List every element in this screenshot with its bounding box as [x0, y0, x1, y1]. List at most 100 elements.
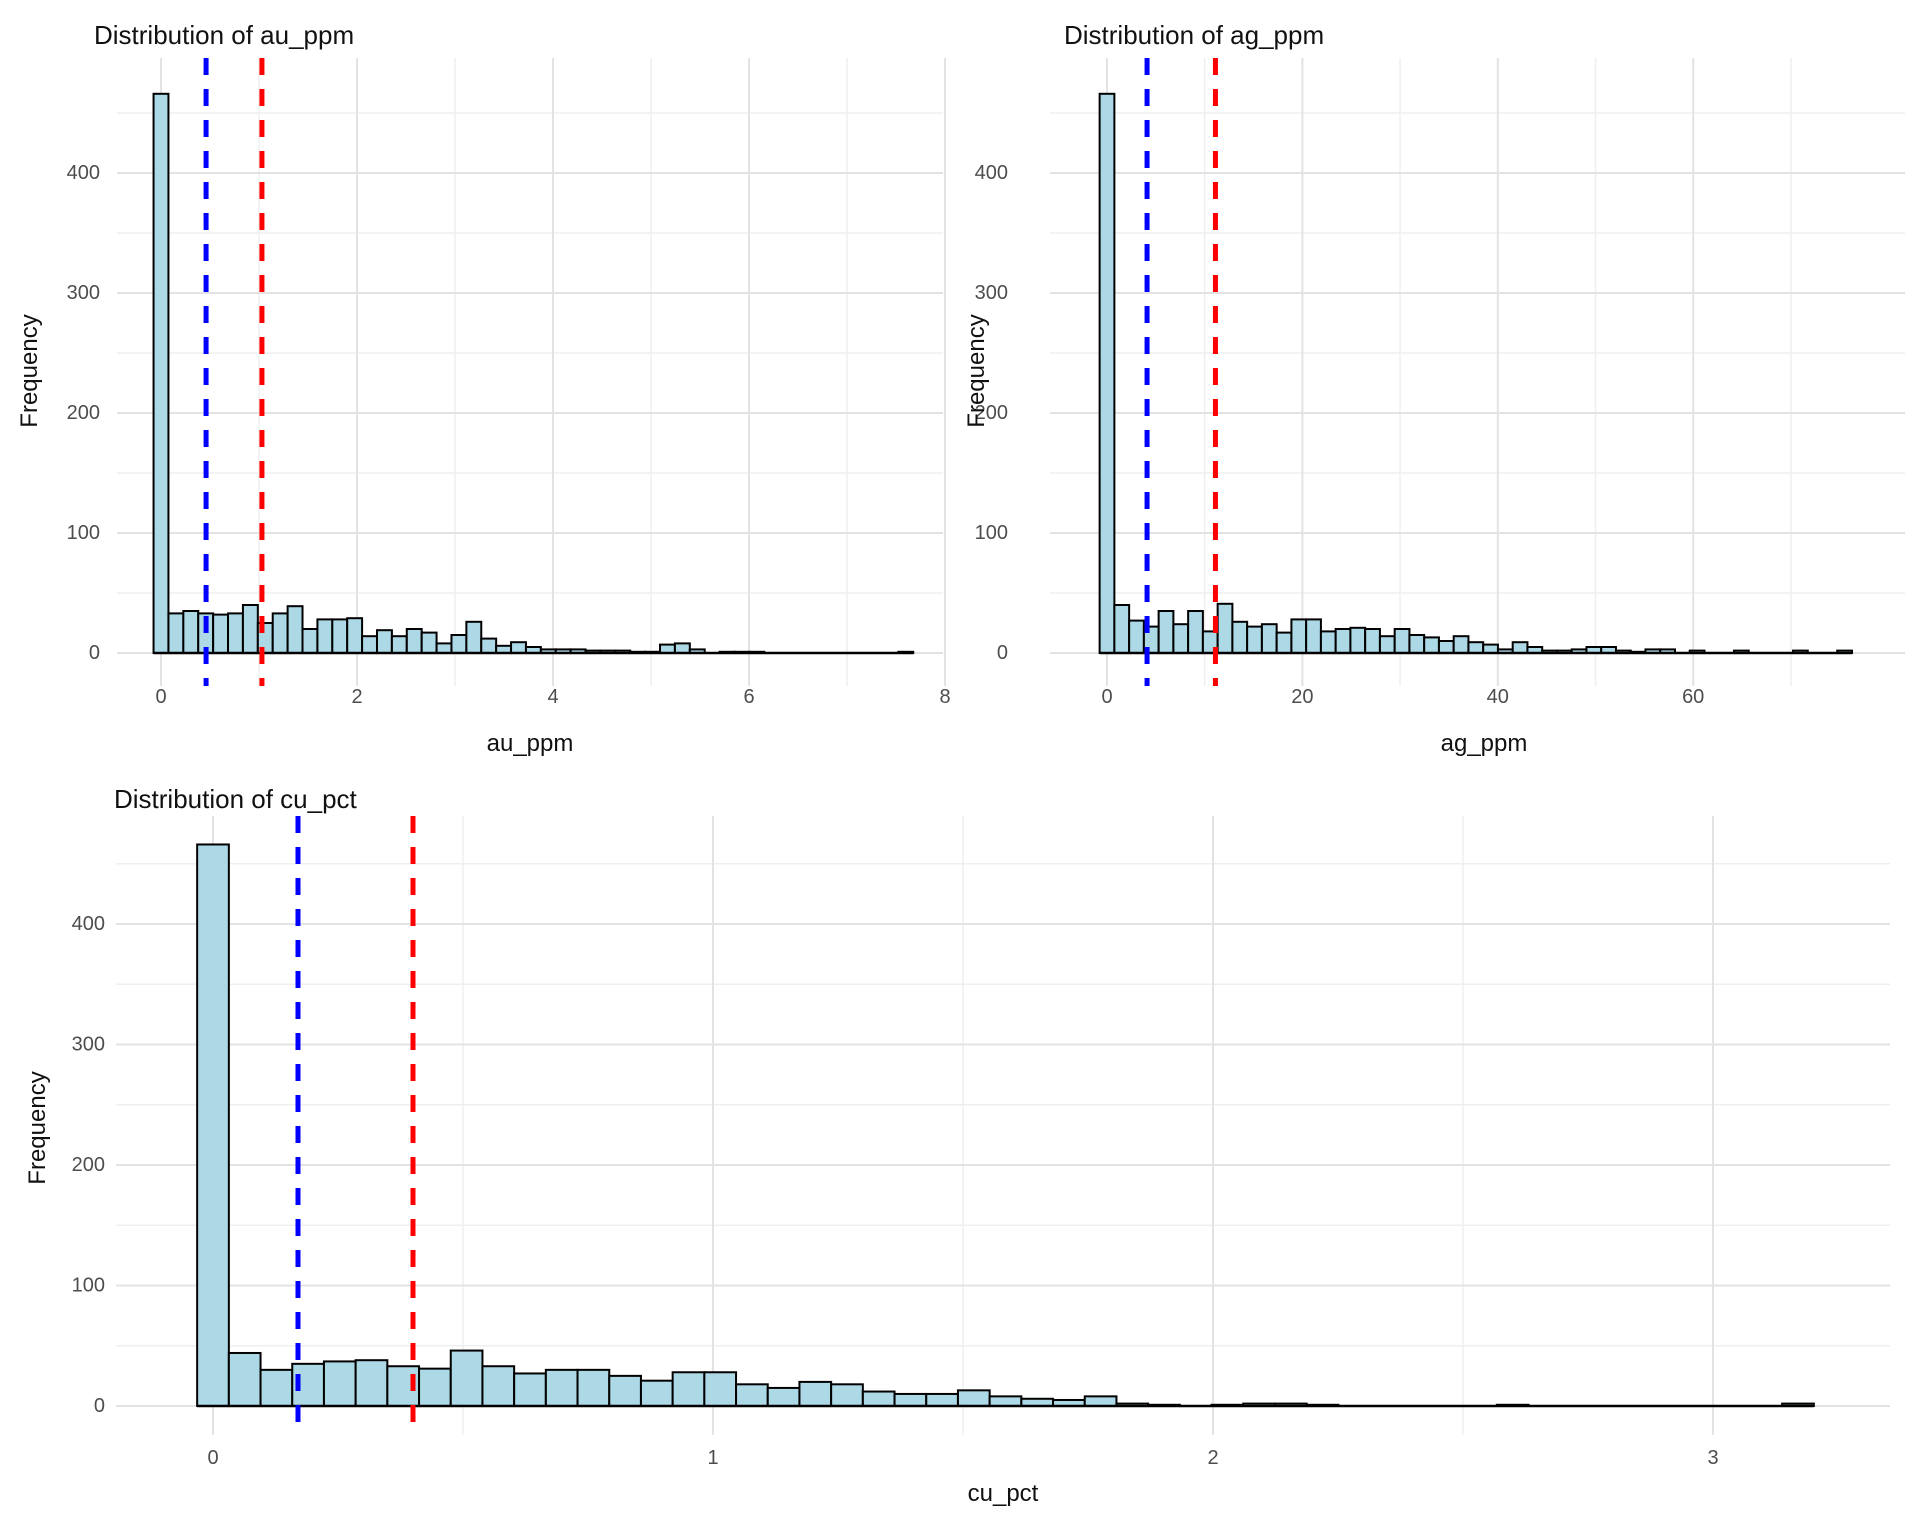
y-axis-title: Frequency	[16, 314, 43, 428]
histogram-bar	[196, 843, 230, 1408]
histogram-bar	[608, 1374, 642, 1407]
histogram-bar	[346, 617, 364, 655]
y-tick-label: 0	[89, 642, 100, 664]
histogram-bar	[1083, 1395, 1118, 1407]
histogram-bar	[1275, 631, 1293, 654]
chart-canvas-ag-ppm: 0 100 200 300 400 0 20 40 60	[975, 58, 1905, 708]
histogram-bar	[259, 1368, 294, 1407]
histogram-bar	[481, 1365, 516, 1407]
histogram-bar	[673, 642, 691, 655]
x-tick-label: 2	[1207, 1447, 1218, 1469]
histogram-bar	[1260, 623, 1278, 655]
histogram-bar	[1098, 92, 1116, 655]
histogram-bar	[956, 1389, 991, 1408]
histogram-bar	[182, 610, 200, 654]
histogram-bar	[435, 642, 453, 655]
x-tick-label: 20	[1291, 686, 1313, 708]
chart-canvas-au-ppm: 0 100 200 300 400 0 2 4 6 8	[67, 58, 951, 708]
histogram-bar	[861, 1390, 896, 1407]
x-tick-label: 1	[707, 1447, 718, 1469]
histogram-bar	[1423, 636, 1440, 655]
histogram-bar	[735, 1383, 769, 1407]
histogram-bar	[227, 612, 244, 655]
histogram-bar	[988, 1395, 1023, 1407]
histogram-bar	[1511, 641, 1529, 655]
histogram-bar	[212, 613, 230, 654]
histogram-bar	[1172, 623, 1190, 655]
histogram-bar	[798, 1380, 833, 1408]
histogram-bar	[227, 1351, 262, 1407]
x-tick-label: 8	[939, 686, 950, 708]
histogram-bar	[925, 1392, 959, 1408]
histogram-bar	[1290, 618, 1308, 655]
histogram-bar	[420, 631, 438, 654]
histogram-bar	[1334, 628, 1352, 654]
histogram-bar	[1113, 604, 1131, 654]
histogram-bar	[286, 605, 304, 655]
histogram-bar	[1378, 635, 1396, 655]
histogram-bar	[1364, 628, 1381, 654]
y-tick-label: 200	[72, 1154, 105, 1176]
x-tick-label: 4	[547, 686, 558, 708]
panel-cu-pct-histogram: 0 100 200 300 400 0 1 2 3 Distribution of cu_pct…	[0, 768, 1920, 1536]
histogram-bar	[375, 629, 393, 655]
y-axis-title: Frequency	[963, 314, 990, 428]
y-tick-label: 300	[975, 282, 1008, 304]
y-tick-label: 200	[975, 402, 1008, 424]
histogram-bar	[405, 628, 423, 654]
histogram-bar	[703, 1371, 738, 1408]
y-tick-label: 300	[67, 282, 100, 304]
y-tick-label: 100	[72, 1275, 105, 1297]
chart-title: Distribution of au_ppm	[94, 20, 355, 50]
histogram-bar	[322, 1360, 357, 1407]
panel-au-ppm-histogram: 0 100 200 300 400 0 2 4 6 8 Distribution of au_pp…	[0, 0, 960, 768]
histogram-bar	[659, 643, 676, 654]
y-tick-label: 400	[67, 162, 100, 184]
histogram-bar	[1408, 634, 1426, 654]
histogram-bar	[1187, 610, 1204, 654]
histogram-bar	[1231, 620, 1249, 654]
chart-title: Distribution of ag_ppm	[1064, 20, 1325, 50]
histogram-bar	[449, 1349, 484, 1408]
histogram-bar	[361, 635, 378, 655]
histogram-bar	[465, 620, 483, 654]
histogram-bar	[1482, 643, 1499, 654]
histogram-bar	[1319, 630, 1337, 655]
histogram-bar	[241, 604, 259, 654]
histogram-bar	[830, 1383, 864, 1407]
histogram-bar	[1349, 626, 1367, 654]
y-tick-label: 200	[67, 402, 100, 424]
panel-ag-ppm-histogram: 0 100 200 300 400 0 20 40 60 Distribution of ag_…	[960, 0, 1920, 768]
x-tick-label: 0	[155, 686, 166, 708]
y-axis-title: Frequency	[24, 1071, 51, 1185]
y-tick-label: 0	[997, 642, 1008, 664]
x-tick-label: 6	[743, 686, 754, 708]
histogram-bar	[354, 1359, 389, 1408]
histogram-bar	[450, 634, 468, 654]
x-tick-label: 0	[207, 1447, 218, 1469]
histogram-bar	[316, 618, 334, 655]
x-axis-title: au_ppm	[486, 730, 574, 757]
histogram-bar	[331, 618, 349, 655]
x-tick-label: 40	[1487, 686, 1509, 708]
y-tick-label: 0	[94, 1395, 105, 1417]
x-tick-label: 3	[1707, 1447, 1718, 1469]
x-axis-title: cu_pct	[967, 1480, 1039, 1507]
histogram-bar	[766, 1386, 801, 1407]
y-tick-label: 100	[67, 522, 100, 544]
histogram-bar	[1452, 635, 1470, 655]
histogram-bar	[1157, 610, 1175, 654]
y-tick-label: 100	[975, 522, 1008, 544]
y-tick-label: 400	[72, 913, 105, 935]
histogram-bar	[167, 612, 185, 655]
x-tick-label: 0	[1101, 686, 1112, 708]
histogram-bar	[301, 628, 319, 654]
histogram-bar	[893, 1392, 928, 1408]
histogram-bar	[418, 1367, 452, 1408]
histogram-bar	[1305, 618, 1322, 655]
histogram-bar	[1437, 640, 1455, 654]
histogram-bar	[576, 1368, 611, 1407]
histogram-bar	[544, 1368, 579, 1407]
histogram-bar	[1216, 602, 1234, 654]
